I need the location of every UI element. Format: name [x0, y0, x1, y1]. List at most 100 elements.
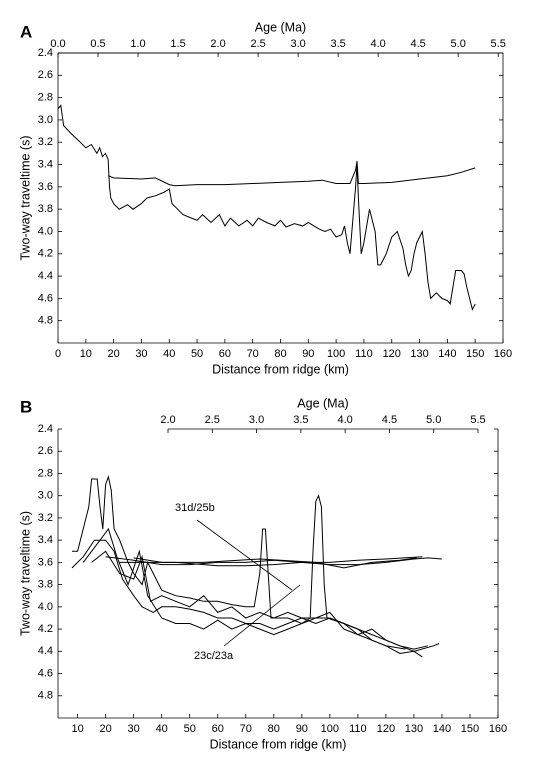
- age-tick-label: 2.5: [250, 38, 265, 50]
- y-tick-label: 4.0: [38, 225, 53, 237]
- x-tick-label: 50: [184, 723, 196, 735]
- x-tick-label: 90: [302, 348, 314, 360]
- data-line: [82, 527, 406, 650]
- age-tick-label: 5.0: [451, 38, 466, 50]
- x-tick-label: 160: [494, 348, 512, 360]
- y-tick-label: 3.4: [38, 534, 53, 546]
- y-tick-label: 4.4: [38, 645, 53, 657]
- x-tick-label: 140: [438, 348, 456, 360]
- age-tick-label: 1.5: [170, 38, 185, 50]
- y-tick-label: 2.4: [38, 47, 53, 59]
- x-axis-title: Distance from ridge (km): [210, 737, 347, 751]
- x-tick-label: 90: [296, 723, 308, 735]
- x-tick-label: 130: [410, 348, 428, 360]
- age-tick-label: 4.5: [411, 38, 426, 50]
- panel-label: B: [20, 397, 32, 416]
- y-tick-label: 3.8: [38, 203, 53, 215]
- x-tick-label: 20: [100, 723, 112, 735]
- age-tick-label: 1.0: [130, 38, 145, 50]
- y-tick-label: 3.0: [38, 114, 53, 126]
- x-tick-label: 120: [383, 348, 401, 360]
- y-tick-label: 4.6: [38, 292, 53, 304]
- y-tick-label: 3.0: [38, 490, 53, 502]
- y-tick-label: 4.0: [38, 601, 53, 613]
- x-tick-label: 100: [327, 348, 345, 360]
- x-tick-label: 80: [274, 348, 286, 360]
- x-tick-label: 30: [135, 348, 147, 360]
- age-axis-title: Age (Ma): [297, 396, 348, 410]
- x-tick-label: 150: [466, 348, 484, 360]
- y-tick-label: 4.2: [38, 623, 53, 635]
- x-tick-label: 10: [71, 723, 83, 735]
- x-tick-label: 140: [433, 723, 451, 735]
- x-tick-label: 70: [247, 348, 259, 360]
- y-axis-title: Two-way traveltime (s): [18, 135, 32, 260]
- x-axis-title: Distance from ridge (km): [212, 362, 349, 376]
- x-tick-label: 120: [377, 723, 395, 735]
- x-tick-label: 0: [55, 348, 61, 360]
- panel-label: A: [20, 22, 32, 41]
- annotation: 23c/23a: [194, 650, 234, 662]
- x-tick-label: 40: [156, 723, 168, 735]
- data-line: [57, 104, 476, 311]
- age-tick-label: 0.5: [90, 38, 105, 50]
- data-line: [133, 557, 417, 569]
- annotation: 31d/25b: [175, 502, 215, 514]
- age-tick-label: 5.0: [426, 414, 441, 426]
- y-tick-label: 3.8: [38, 579, 53, 591]
- y-tick-label: 4.8: [38, 315, 53, 327]
- x-tick-label: 20: [108, 348, 120, 360]
- x-tick-label: 10: [80, 348, 92, 360]
- y-tick-label: 4.6: [38, 667, 53, 679]
- age-tick-label: 0.0: [50, 38, 65, 50]
- y-tick-label: 3.6: [38, 181, 53, 193]
- age-tick-label: 4.0: [337, 414, 352, 426]
- x-tick-label: 130: [405, 723, 423, 735]
- x-tick-label: 70: [240, 723, 252, 735]
- x-tick-label: 110: [349, 723, 367, 735]
- y-tick-label: 2.6: [38, 445, 53, 457]
- age-tick-label: 2.0: [160, 414, 175, 426]
- y-tick-label: 3.2: [38, 512, 53, 524]
- age-tick-label: 5.5: [470, 414, 485, 426]
- age-tick-label: 2.0: [210, 38, 225, 50]
- data-line: [105, 556, 442, 566]
- age-tick-label: 3.0: [290, 38, 305, 50]
- age-tick-label: 3.5: [293, 414, 308, 426]
- age-tick-label: 4.5: [382, 414, 397, 426]
- y-tick-label: 3.6: [38, 556, 53, 568]
- data-line: [107, 161, 476, 187]
- data-line: [72, 474, 429, 650]
- y-tick-label: 2.6: [38, 69, 53, 81]
- annotation-pointer: [223, 584, 301, 647]
- y-tick-label: 3.4: [38, 158, 53, 170]
- age-tick-label: 5.5: [491, 38, 506, 50]
- x-tick-label: 30: [128, 723, 140, 735]
- x-tick-label: 60: [219, 348, 231, 360]
- x-tick-label: 50: [191, 348, 203, 360]
- x-tick-label: 40: [163, 348, 175, 360]
- annotation-pointer: [196, 519, 293, 591]
- age-tick-label: 3.5: [330, 38, 345, 50]
- x-tick-label: 160: [489, 723, 507, 735]
- y-tick-label: 3.2: [38, 136, 53, 148]
- x-tick-label: 100: [321, 723, 339, 735]
- x-tick-label: 60: [212, 723, 224, 735]
- y-tick-label: 2.8: [38, 92, 53, 104]
- y-tick-label: 2.4: [38, 423, 53, 435]
- x-tick-label: 80: [268, 723, 280, 735]
- y-tick-label: 2.8: [38, 467, 53, 479]
- age-tick-label: 3.0: [249, 414, 264, 426]
- x-tick-label: 150: [461, 723, 479, 735]
- y-axis-title: Two-way traveltime (s): [18, 511, 32, 636]
- data-line: [91, 550, 440, 652]
- y-tick-label: 4.8: [38, 690, 53, 702]
- y-tick-label: 4.4: [38, 270, 53, 282]
- x-tick-label: 110: [355, 348, 373, 360]
- age-tick-label: 2.5: [205, 414, 220, 426]
- y-tick-label: 4.2: [38, 248, 53, 260]
- age-axis-title: Age (Ma): [255, 20, 306, 34]
- age-tick-label: 4.0: [370, 38, 385, 50]
